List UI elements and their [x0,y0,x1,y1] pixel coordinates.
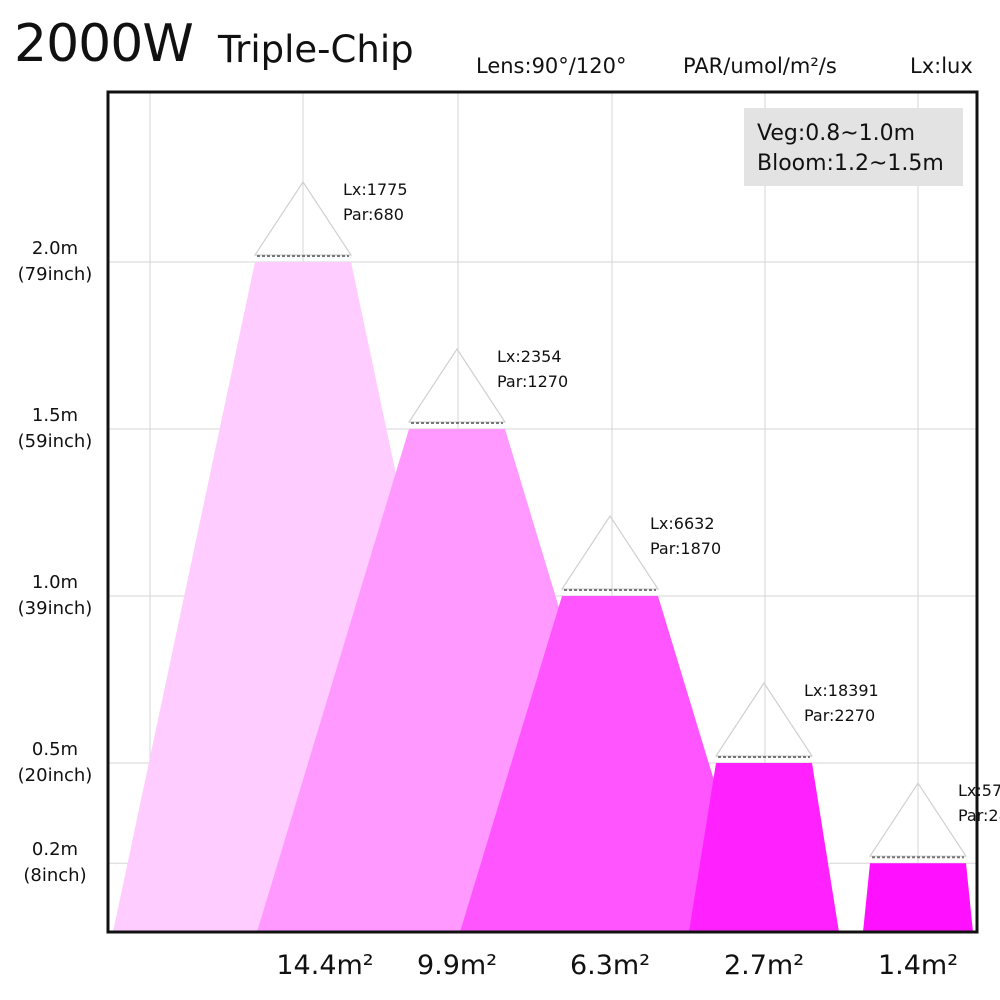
lux-label: Lx:2354 [497,347,562,366]
chart-subtitle: Triple-Chip [218,28,414,71]
y-tick-label-inches: (79inch) [18,264,93,285]
par-label: Par:2270 [804,706,875,725]
plot-frame [106,90,979,934]
y-tick-label-meters: 0.5m [32,739,78,760]
y-tick-label-inches: (59inch) [18,431,93,452]
legend-bloom: Bloom:1.2~1.5m [757,151,944,176]
light-cone [863,863,973,932]
y-tick-label-inches: (20inch) [18,765,93,786]
lux-label: Lx:57580 [958,781,1000,800]
light-cone [460,596,760,932]
legend-box [744,108,963,186]
lux-label: Lx:18391 [804,681,879,700]
lux-label: Lx:6632 [650,514,715,533]
coverage-area-label: 2.7m² [724,950,804,981]
legend-veg: Veg:0.8~1.0m [757,121,915,146]
coverage-area-label: 1.4m² [878,950,958,981]
coverage-area-label: 6.3m² [570,950,650,981]
coverage-area-label: 9.9m² [417,950,497,981]
par-label: Par:1270 [497,372,568,391]
coverage-area-label: 14.4m² [276,950,373,981]
y-tick-label-inches: (39inch) [18,598,93,619]
lux-label: Lx:1775 [343,180,408,199]
light-cone [689,763,839,932]
par-label: Par:680 [343,205,404,224]
par-label: Par:2870 [958,806,1000,825]
par-unit: PAR/umol/m²/s [683,54,837,78]
par-label: Par:1870 [650,539,721,558]
y-tick-label-meters: 0.2m [32,839,78,860]
chart-title: 2000W [14,14,194,74]
lx-unit: Lx:lux [910,54,973,78]
y-tick-label-inches: (8inch) [23,865,86,886]
y-tick-label-meters: 1.0m [32,572,78,593]
y-tick-label-meters: 1.5m [32,405,78,426]
y-tick-label-meters: 2.0m [32,238,78,259]
lens-spec: Lens:90°/120° [476,54,627,78]
